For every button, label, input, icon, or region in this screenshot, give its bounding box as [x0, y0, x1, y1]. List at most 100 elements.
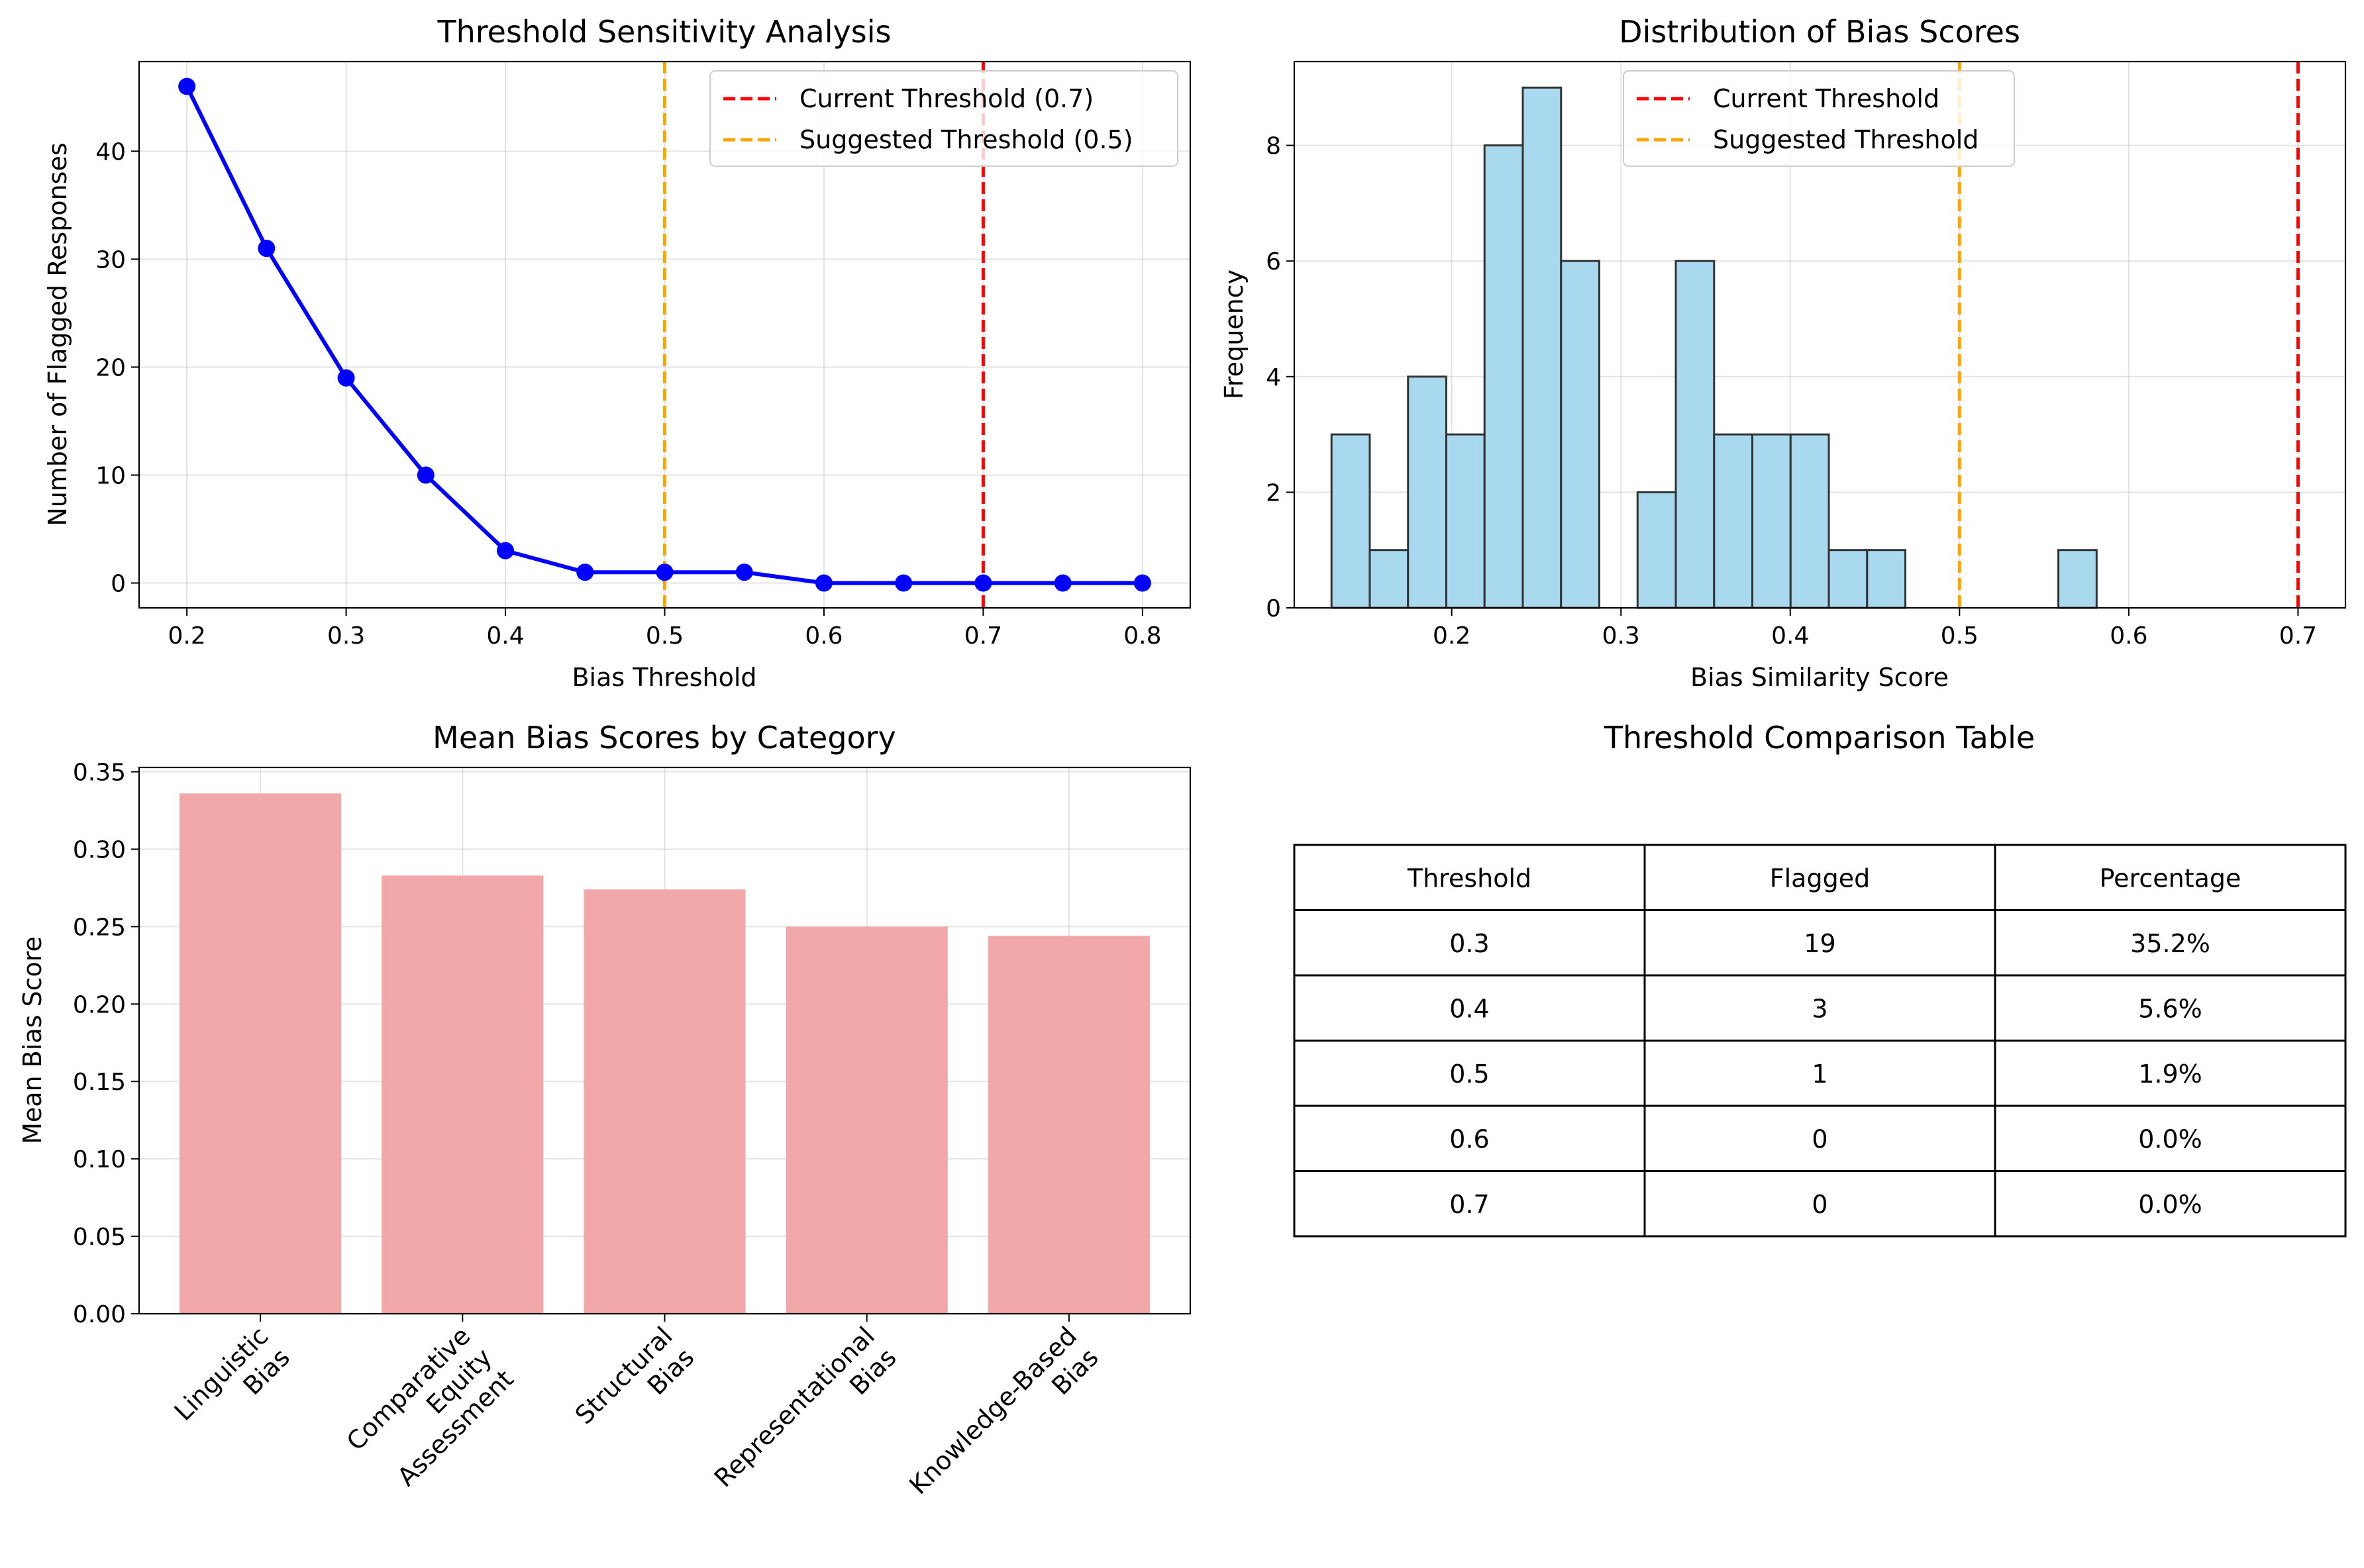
data-point: [974, 574, 992, 592]
x-tick-label: 0.4: [1771, 622, 1809, 650]
distribution-ylabel: Frequency: [1219, 270, 1249, 399]
x-tick-label: 0.6: [2110, 622, 2147, 650]
table-header-text: Threshold: [1407, 863, 1531, 893]
data-point: [815, 574, 833, 592]
legend-box: [709, 70, 1178, 167]
table-cell: [1643, 1040, 1996, 1107]
table-header-text: Flagged: [1770, 863, 1870, 893]
histogram-bar: [1407, 375, 1447, 609]
data-point: [1133, 574, 1151, 592]
table-cell-text: 0.6: [1449, 1124, 1489, 1153]
table-cell: [1994, 974, 2347, 1042]
category-label-line: Knowledge-Based: [903, 1321, 1082, 1500]
y-tick-label: 0.10: [73, 1146, 126, 1173]
x-tick-label: 0.7: [964, 622, 1002, 650]
category-bars: [180, 793, 1150, 1314]
category-title: Mean Bias Scores by Category: [433, 720, 896, 756]
table-cell-text: 35.2%: [2130, 929, 2210, 958]
category-bar: [180, 793, 342, 1314]
category-label: LinguisticBias: [169, 1321, 295, 1447]
table-cell-text: 0: [1812, 1124, 1827, 1153]
y-tick-label: 8: [1266, 133, 1281, 160]
y-tick-label: 0: [1266, 595, 1281, 622]
y-tick-label: 0.05: [73, 1224, 126, 1251]
y-tick-label: 0.25: [73, 914, 126, 941]
x-tick-label: 0.5: [646, 622, 684, 650]
histogram-bar: [1751, 433, 1792, 609]
x-tick-label: 0.2: [1433, 622, 1470, 650]
histogram-bar: [1866, 549, 1907, 609]
table-cell-text: 0.4: [1449, 994, 1489, 1023]
x-tick-label: 0.5: [1941, 622, 1979, 650]
histogram-bar: [1368, 549, 1410, 609]
category-label-line: Representational: [709, 1321, 880, 1493]
comparison-table: Threshold Flagged Percentage 0.3 19 35.2% 0.4 3…: [1293, 844, 2347, 1238]
table-cell-text: 19: [1804, 929, 1835, 958]
y-tick-label: 0: [111, 571, 126, 598]
table-cell-text: 1.9%: [2138, 1059, 2202, 1089]
table-cell: [1994, 909, 2347, 977]
table-cell-text: 1: [1812, 1059, 1827, 1089]
x-tick-label: 0.3: [327, 622, 365, 650]
table-cell: [1994, 1170, 2347, 1238]
table-header-cell: [1293, 844, 1646, 911]
data-point: [735, 564, 753, 581]
table-header-text: Percentage: [2100, 863, 2241, 893]
histogram-bar: [1674, 260, 1716, 609]
sensitivity-title: Threshold Sensitivity Analysis: [437, 14, 892, 50]
y-tick-label: 0.20: [73, 991, 126, 1018]
histogram-bar: [1713, 433, 1754, 609]
legend-current-threshold: Current Threshold: [1713, 84, 1939, 113]
category-label: Knowledge-BasedBias: [903, 1321, 1104, 1522]
x-tick-label: 0.7: [2279, 622, 2317, 650]
x-tick-label: 0.4: [486, 622, 524, 650]
sensitivity-xlabel: Bias Threshold: [572, 663, 756, 692]
table-cell-text: 0: [1812, 1190, 1827, 1219]
y-tick-label: 0.00: [73, 1301, 126, 1328]
histogram-bar: [1330, 433, 1371, 609]
x-tick-label: 0.2: [168, 622, 206, 650]
category-bar: [382, 875, 544, 1314]
table-cell: [1643, 909, 1996, 977]
histogram-bar: [1827, 549, 1869, 609]
data-point: [497, 542, 515, 560]
y-tick-label: 30: [95, 246, 126, 273]
data-point: [258, 240, 276, 258]
histogram-bar: [1445, 433, 1486, 609]
y-tick-label: 0.35: [73, 760, 126, 787]
y-tick-label: 10: [95, 462, 126, 489]
y-tick-label: 0.15: [73, 1069, 126, 1096]
table-cell: [1293, 909, 1646, 977]
legend-suggested-threshold: Suggested Threshold: [1713, 125, 1979, 154]
distribution-ticks: 0.2 0.3 0.4 0.5 0.6 0.7 0 2 4 6 8: [1266, 133, 2317, 650]
legend-suggested-threshold: Suggested Threshold (0.5): [799, 125, 1133, 154]
table-cell-text: 3: [1812, 994, 1827, 1023]
data-point: [178, 77, 196, 95]
y-tick-label: 4: [1266, 364, 1281, 391]
y-tick-label: 0.30: [73, 836, 126, 863]
table-cell-text: 0.7: [1449, 1190, 1489, 1219]
category-label: RepresentationalBias: [709, 1321, 902, 1514]
distribution-xlabel: Bias Similarity Score: [1690, 663, 1949, 692]
sensitivity-series: [178, 77, 1151, 592]
y-tick-label: 2: [1266, 479, 1281, 507]
distribution-title: Distribution of Bias Scores: [1619, 14, 2020, 50]
data-point: [337, 369, 355, 387]
table-cell-text: 0.0%: [2138, 1190, 2202, 1219]
histogram-bar: [1483, 144, 1524, 609]
histogram-bar: [1636, 491, 1677, 609]
table-title: Threshold Comparison Table: [1604, 720, 2035, 756]
distribution-legend: Current Threshold Suggested Threshold: [1623, 70, 2015, 167]
data-point: [576, 564, 594, 581]
x-tick-label: 0.6: [805, 622, 843, 650]
data-point: [895, 574, 913, 592]
data-point: [1054, 574, 1072, 592]
sensitivity-ylabel: Number of Flagged Responses: [43, 142, 72, 526]
x-tick-label: 0.8: [1123, 622, 1161, 650]
category-bar: [988, 936, 1150, 1314]
histogram-bar: [1521, 86, 1563, 609]
legend-box: [1623, 70, 2015, 167]
category-ylabel: Mean Bias Score: [18, 936, 47, 1144]
x-tick-label: 0.3: [1602, 622, 1640, 650]
